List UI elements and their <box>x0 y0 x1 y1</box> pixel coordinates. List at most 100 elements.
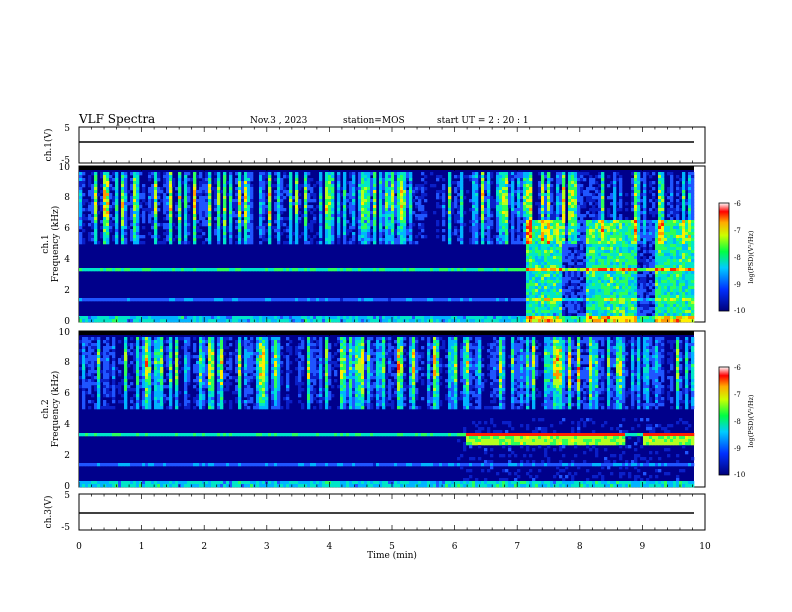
spectrogram-cell <box>676 187 680 191</box>
spectrogram-cell <box>400 190 404 194</box>
spectrogram-cell <box>178 217 182 221</box>
spectrogram-cell <box>421 178 425 182</box>
spectrogram-cell <box>541 301 545 305</box>
spectrogram-cell <box>502 220 506 224</box>
spectrogram-cell <box>517 190 521 194</box>
spectrogram-cell <box>568 187 572 191</box>
spectrogram-cell <box>685 289 689 293</box>
spectrogram-cell <box>598 217 602 221</box>
spectrogram-cell <box>520 172 524 176</box>
spectrogram-cell <box>121 172 125 176</box>
spectrogram-cell <box>445 211 449 215</box>
spectrogram-cell <box>331 226 335 230</box>
spectrogram-cell <box>664 292 668 296</box>
spectrogram-cell <box>541 214 545 218</box>
spectrogram-cell <box>640 274 644 278</box>
spectrogram-cell <box>148 193 152 197</box>
spectrogram-cell <box>637 292 641 296</box>
spectrogram-cell <box>568 253 572 257</box>
spectrogram-cell <box>235 199 239 203</box>
spectrogram-cell <box>571 286 575 290</box>
spectrogram-cell <box>115 235 119 239</box>
spectrogram-cell <box>643 283 647 287</box>
spectrogram-cell <box>643 262 647 266</box>
spectrogram-cell <box>415 241 419 245</box>
spectrogram-cell <box>289 214 293 218</box>
spectrogram-cell <box>661 304 665 308</box>
spectrogram-cell <box>517 241 521 245</box>
spectrogram-cell <box>577 256 581 260</box>
spectrogram-cell <box>661 289 665 293</box>
spectrogram-cell <box>610 229 614 233</box>
spectrogram-cell <box>532 280 536 284</box>
spectrogram-cell <box>577 214 581 218</box>
spectrogram-cell <box>628 286 632 290</box>
spectrogram-cell <box>622 283 626 287</box>
spectrogram-cell <box>520 220 524 224</box>
spectrogram-cell <box>553 217 557 221</box>
spectrogram-cell <box>538 304 542 308</box>
spectrogram-cell <box>88 232 92 236</box>
spectrogram-cell <box>574 178 578 182</box>
spectrogram-cell <box>409 238 413 242</box>
spectrogram-cell <box>529 175 533 179</box>
spectrogram-cell <box>592 283 596 287</box>
spectrogram-cell <box>613 178 617 182</box>
spectrogram-cell <box>277 232 281 236</box>
spectrogram-cell <box>586 256 590 260</box>
spectrogram-cell <box>385 238 389 242</box>
spectrogram-cell <box>553 295 557 299</box>
spectrogram-cell <box>685 229 689 233</box>
spectrogram-cell <box>691 277 695 281</box>
spectrogram-cell <box>592 235 596 239</box>
spectrogram-cell <box>397 187 401 191</box>
spectrogram-cell <box>634 298 638 302</box>
spectrogram-cell <box>115 193 119 197</box>
spectrogram-cell <box>541 313 545 317</box>
spectrogram-cell <box>301 214 305 218</box>
spectrogram-cell <box>568 196 572 200</box>
spectrogram-cell <box>541 175 545 179</box>
spectrogram-cell <box>673 292 677 296</box>
spectrogram-cell <box>601 265 605 269</box>
spectrogram-cell <box>166 196 170 200</box>
spectrogram-cell <box>337 235 341 239</box>
spectrogram-cell <box>562 187 566 191</box>
spectrogram-cell <box>295 211 299 215</box>
spectrogram-cell <box>475 229 479 233</box>
spectrogram-cell <box>574 229 578 233</box>
spectrogram-cell <box>124 193 128 197</box>
spectrogram-cell <box>586 313 590 317</box>
spectrogram-cell <box>691 217 695 221</box>
spectrogram-cell <box>514 238 518 242</box>
spectrogram-cell <box>250 187 254 191</box>
spectrogram-cell <box>637 229 641 233</box>
spectrogram-cell <box>535 307 539 311</box>
spectrogram-cell <box>547 226 551 230</box>
spectrogram-cell <box>613 307 617 311</box>
spectrogram-cell <box>541 250 545 254</box>
spectrogram-cell <box>613 268 617 272</box>
spectrogram-cell <box>646 304 650 308</box>
spectrogram-cell <box>370 208 374 212</box>
spectrogram-cell <box>409 298 413 302</box>
spectrogram-cell <box>634 253 638 257</box>
spectrogram-cell <box>280 178 284 182</box>
spectrogram-cell <box>472 175 476 179</box>
spectrogram-cell <box>133 214 137 218</box>
spectrogram-cell <box>115 205 119 209</box>
spectrogram-cell <box>610 277 614 281</box>
spectrogram-cell <box>250 220 254 224</box>
spectrogram-cell <box>154 205 158 209</box>
spectrogram-cell <box>115 238 119 242</box>
spectrogram-cell <box>619 274 623 278</box>
spectrogram-cell <box>91 199 95 203</box>
spectrogram-cell <box>607 208 611 212</box>
spectrogram-cell <box>154 298 158 302</box>
spectrogram-cell <box>184 298 188 302</box>
spectrogram-cell <box>148 175 152 179</box>
spectrogram-cell <box>499 184 503 188</box>
spectrogram-cell <box>151 268 155 272</box>
spectrogram-cell <box>637 241 641 245</box>
spectrogram-cell <box>670 259 674 263</box>
